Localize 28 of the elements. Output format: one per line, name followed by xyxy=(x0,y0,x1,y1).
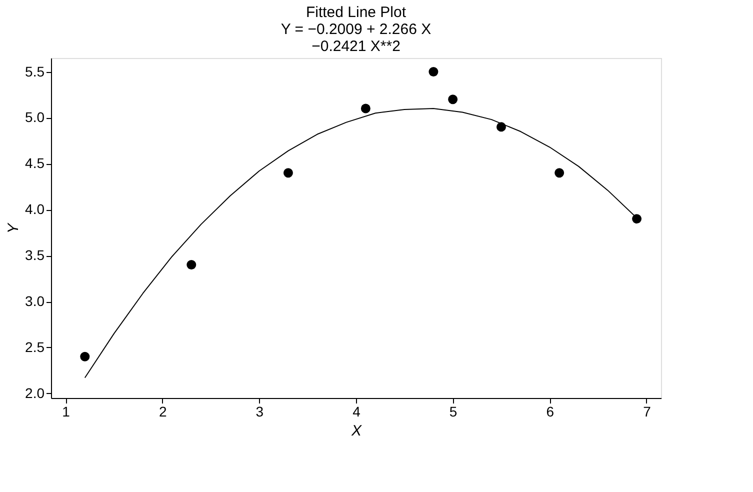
y-tick-label: 3.0 xyxy=(25,293,45,310)
y-tick-label: 2.5 xyxy=(25,338,45,355)
point xyxy=(448,94,458,104)
point xyxy=(428,67,438,77)
point xyxy=(186,260,196,270)
x-tick-label: 2 xyxy=(158,404,167,420)
y-tick-label: 5.5 xyxy=(25,63,45,80)
point xyxy=(80,352,90,362)
x-tick-label: 6 xyxy=(546,404,554,420)
y-tick-label: 4.5 xyxy=(25,155,45,172)
point xyxy=(554,168,564,178)
text: Y = −0.2009 + 2.266 X xyxy=(280,21,432,38)
point xyxy=(360,104,370,114)
x-tick-label: 5 xyxy=(449,404,458,420)
text: Fitted Line Plot xyxy=(306,4,406,21)
y-axis-title: Y xyxy=(5,222,22,234)
y-tick-label: 5.0 xyxy=(25,109,45,126)
y-tick-label: 3.5 xyxy=(25,247,45,264)
x-tick-label: 3 xyxy=(256,404,264,420)
x-tick-label: 4 xyxy=(352,404,361,420)
x-tick-label: 7 xyxy=(643,404,652,420)
y-tick-label: 4.0 xyxy=(25,201,45,218)
point xyxy=(283,168,293,178)
text: −0.2421 X**2 xyxy=(312,38,400,55)
x-tick-label: 1 xyxy=(62,404,70,420)
y-tick-label: 2.0 xyxy=(25,384,45,401)
point xyxy=(632,214,642,224)
x-axis-title: X xyxy=(350,422,362,440)
